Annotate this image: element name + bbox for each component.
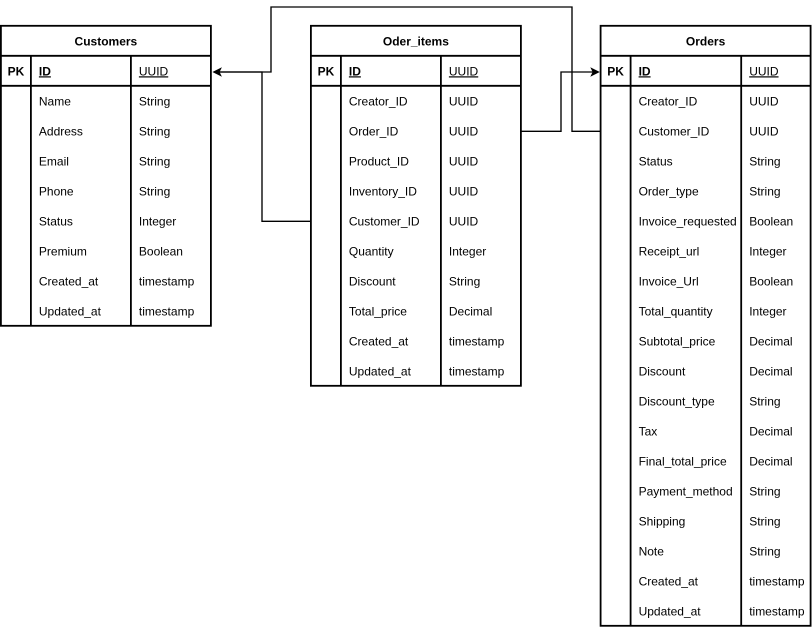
svg-text:Final_total_price: Final_total_price	[639, 454, 727, 468]
svg-text:Created_at: Created_at	[639, 574, 699, 588]
svg-text:Shipping: Shipping	[639, 514, 686, 528]
svg-text:Order_ID: Order_ID	[349, 124, 399, 138]
svg-text:String: String	[449, 274, 480, 288]
svg-text:String: String	[139, 184, 170, 198]
svg-text:Created_at: Created_at	[39, 274, 99, 288]
svg-text:String: String	[139, 94, 170, 108]
svg-text:Status: Status	[639, 154, 673, 168]
svg-text:Integer: Integer	[749, 244, 786, 258]
svg-text:Decimal: Decimal	[749, 334, 792, 348]
svg-text:Note: Note	[639, 544, 665, 558]
svg-text:timestamp: timestamp	[749, 604, 805, 618]
svg-text:timestamp: timestamp	[749, 574, 805, 588]
svg-text:String: String	[749, 184, 780, 198]
svg-text:Updated_at: Updated_at	[639, 604, 702, 618]
svg-text:Boolean: Boolean	[749, 274, 793, 288]
svg-text:UUID: UUID	[749, 94, 779, 108]
svg-text:Discount: Discount	[349, 274, 396, 288]
svg-text:ID: ID	[349, 64, 361, 78]
svg-text:PK: PK	[318, 64, 335, 78]
svg-text:Customer_ID: Customer_ID	[639, 124, 710, 138]
svg-text:ID: ID	[39, 64, 51, 78]
svg-text:Receipt_url: Receipt_url	[639, 244, 700, 258]
svg-text:Order_type: Order_type	[639, 184, 699, 198]
svg-text:Decimal: Decimal	[749, 454, 792, 468]
svg-text:String: String	[749, 514, 780, 528]
svg-text:Integer: Integer	[749, 304, 786, 318]
svg-text:Decimal: Decimal	[749, 424, 792, 438]
svg-text:Creator_ID: Creator_ID	[349, 94, 408, 108]
svg-text:UUID: UUID	[749, 124, 779, 138]
svg-text:Boolean: Boolean	[749, 214, 793, 228]
svg-text:Customer_ID: Customer_ID	[349, 214, 420, 228]
svg-text:String: String	[139, 154, 170, 168]
svg-text:String: String	[749, 544, 780, 558]
svg-text:timestamp: timestamp	[449, 364, 505, 378]
svg-text:Premium: Premium	[39, 244, 87, 258]
svg-text:String: String	[749, 484, 780, 498]
svg-text:UUID: UUID	[449, 184, 479, 198]
svg-text:Invoice_Url: Invoice_Url	[639, 274, 699, 288]
svg-text:Decimal: Decimal	[449, 304, 492, 318]
svg-text:Status: Status	[39, 214, 73, 228]
svg-text:Integer: Integer	[449, 244, 486, 258]
svg-text:String: String	[749, 394, 780, 408]
svg-text:Updated_at: Updated_at	[349, 364, 412, 378]
svg-text:timestamp: timestamp	[139, 274, 195, 288]
svg-text:UUID: UUID	[449, 214, 479, 228]
svg-text:Orders: Orders	[686, 34, 726, 48]
svg-text:UUID: UUID	[749, 64, 779, 78]
svg-text:Total_price: Total_price	[349, 304, 407, 318]
svg-text:Discount: Discount	[639, 364, 686, 378]
svg-text:Created_at: Created_at	[349, 334, 409, 348]
svg-text:UUID: UUID	[449, 124, 479, 138]
svg-text:Tax: Tax	[639, 424, 658, 438]
svg-text:UUID: UUID	[139, 64, 169, 78]
svg-text:Product_ID: Product_ID	[349, 154, 409, 168]
svg-text:Email: Email	[39, 154, 69, 168]
svg-text:PK: PK	[8, 64, 25, 78]
svg-text:String: String	[749, 154, 780, 168]
svg-text:timestamp: timestamp	[139, 304, 195, 318]
svg-text:Phone: Phone	[39, 184, 74, 198]
svg-text:Updated_at: Updated_at	[39, 304, 102, 318]
svg-text:UUID: UUID	[449, 64, 479, 78]
svg-text:String: String	[139, 124, 170, 138]
svg-text:Address: Address	[39, 124, 83, 138]
svg-text:timestamp: timestamp	[449, 334, 505, 348]
svg-text:ID: ID	[639, 64, 651, 78]
svg-text:Invoice_requested: Invoice_requested	[639, 214, 737, 228]
svg-text:PK: PK	[607, 64, 624, 78]
svg-text:UUID: UUID	[449, 94, 479, 108]
svg-text:Subtotal_price: Subtotal_price	[639, 334, 716, 348]
svg-text:Total_quantity: Total_quantity	[639, 304, 713, 318]
svg-text:Name: Name	[39, 94, 71, 108]
svg-text:UUID: UUID	[449, 154, 479, 168]
svg-text:Boolean: Boolean	[139, 244, 183, 258]
svg-text:Customers: Customers	[75, 34, 138, 48]
svg-text:Oder_items: Oder_items	[383, 34, 449, 48]
svg-text:Inventory_ID: Inventory_ID	[349, 184, 417, 198]
svg-text:Payment_method: Payment_method	[639, 484, 733, 498]
svg-text:Discount_type: Discount_type	[639, 394, 715, 408]
svg-text:Decimal: Decimal	[749, 364, 792, 378]
svg-text:Quantity: Quantity	[349, 244, 394, 258]
svg-text:Creator_ID: Creator_ID	[639, 94, 698, 108]
svg-text:Integer: Integer	[139, 214, 176, 228]
